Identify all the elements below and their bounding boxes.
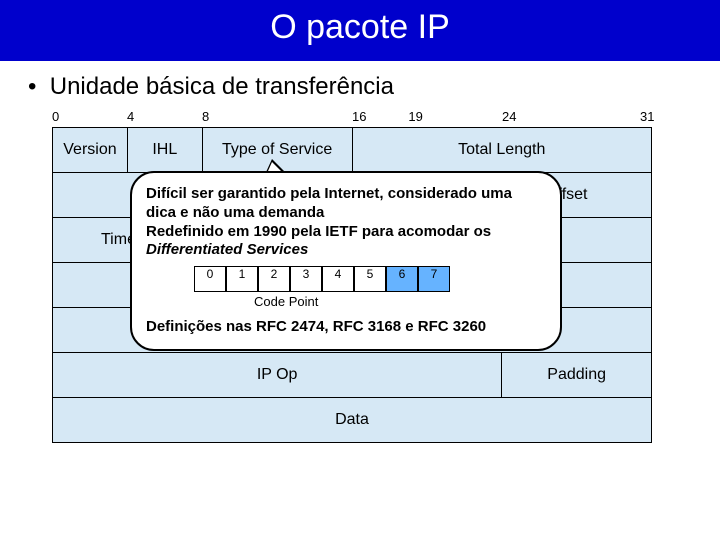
bit-pos-label: 16 bbox=[352, 109, 366, 124]
codepoint-bit: 0 bbox=[194, 266, 226, 292]
packet-field: Data bbox=[53, 398, 652, 443]
bit-position-row: 0 4 8 16 19 24 31 bbox=[52, 109, 652, 127]
bit-cells: 01234567 bbox=[194, 266, 546, 292]
callout-defs: Definições nas RFC 2474, RFC 3168 e RFC … bbox=[146, 318, 546, 337]
tos-callout: Difícil ser garantido pela Internet, con… bbox=[130, 171, 562, 351]
codepoint-bit: 5 bbox=[354, 266, 386, 292]
bit-pos-label: 31 bbox=[640, 109, 654, 124]
bit-pos-label: 4 bbox=[127, 109, 134, 124]
callout-line1: Difícil ser garantido pela Internet, con… bbox=[146, 185, 512, 221]
packet-field: Padding bbox=[502, 353, 652, 398]
title-bar: O pacote IP bbox=[0, 0, 720, 61]
ecn-bit: 6 bbox=[386, 266, 418, 292]
page-title: O pacote IP bbox=[270, 8, 450, 46]
codepoint-bit: 1 bbox=[226, 266, 258, 292]
packet-field: IHL bbox=[127, 128, 202, 173]
callout-line2: Redefinido em 1990 pela IETF para acomod… bbox=[146, 223, 491, 240]
packet-field: IP Op bbox=[53, 353, 502, 398]
defs-lead: Definições nas bbox=[146, 318, 256, 335]
bit-pos-label: 8 bbox=[202, 109, 209, 124]
callout-text: Difícil ser garantido pela Internet, con… bbox=[146, 185, 546, 260]
packet-field: Total Length bbox=[352, 128, 652, 173]
callout-line2-ital: Differentiated Services bbox=[146, 241, 308, 258]
bit-pos-label: 19 bbox=[408, 109, 422, 124]
codepoint-bit: 2 bbox=[258, 266, 290, 292]
bit-pos-label: 0 bbox=[52, 109, 59, 124]
code-point-label: Code Point bbox=[254, 294, 546, 310]
codepoint-bit: 3 bbox=[290, 266, 322, 292]
bullet-line: • Unidade básica de transferência bbox=[28, 73, 720, 101]
ecn-bit: 7 bbox=[418, 266, 450, 292]
defs-rfcs: RFC 2474, RFC 3168 e RFC 3260 bbox=[256, 318, 486, 335]
bit-pos-label: 24 bbox=[502, 109, 516, 124]
codepoint-bit: 4 bbox=[322, 266, 354, 292]
bullet-text: Unidade básica de transferência bbox=[50, 73, 394, 100]
ip-packet-diagram: 04816192431 VersionIHLType of ServiceTot… bbox=[52, 109, 652, 443]
packet-field: Version bbox=[53, 128, 128, 173]
